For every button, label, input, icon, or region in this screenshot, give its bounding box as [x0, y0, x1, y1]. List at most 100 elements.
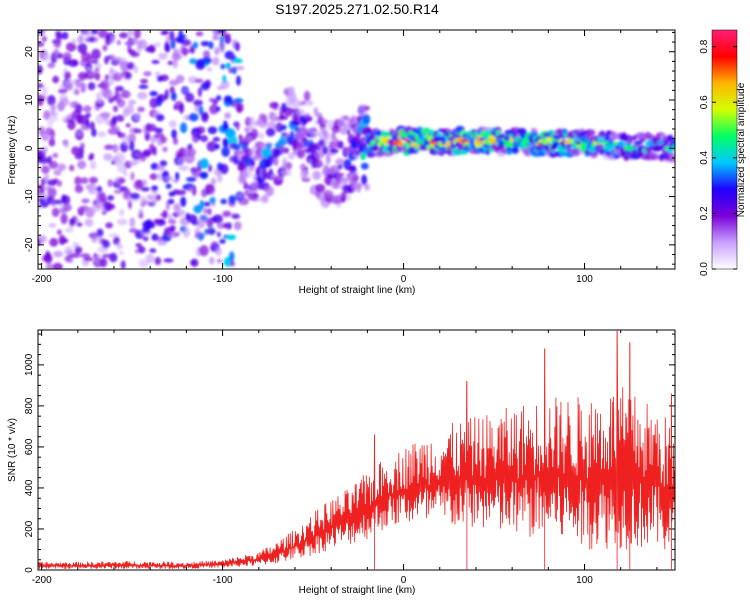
- heatmap-cell: [242, 168, 252, 179]
- heatmap-cell: [366, 151, 376, 158]
- heatmap-cell: [169, 225, 176, 232]
- heatmap-cell: [235, 42, 240, 52]
- heatmap-cell: [180, 122, 188, 134]
- heatmap-cell: [69, 218, 77, 225]
- heatmap-cell: [197, 87, 203, 98]
- snr-y-tick-label: 0: [24, 567, 35, 573]
- heatmap-cell: [43, 110, 51, 120]
- heatmap-cell: [53, 41, 62, 48]
- snr-y-axis: 0 200 400 600 800 1000: [24, 333, 675, 573]
- heatmap-cell: [198, 105, 204, 116]
- heatmap-cell: [116, 242, 123, 250]
- heatmap-cell: [220, 63, 226, 70]
- heatmap-x-axis: -200 -100 0 100: [32, 30, 658, 285]
- heatmap-cell: [85, 112, 92, 118]
- heatmap-cell: [137, 106, 146, 113]
- heatmap-cell: [232, 143, 241, 151]
- heatmap-cell: [85, 119, 90, 128]
- heatmap-cell: [336, 172, 345, 178]
- heatmap-cell: [234, 192, 246, 198]
- heatmap-cell: [346, 194, 351, 201]
- heatmap-cell: [192, 41, 199, 49]
- chart-title: S197.2025.271.02.50.R14: [275, 1, 439, 17]
- heatmap-cell: [47, 95, 56, 106]
- heatmap-cell: [80, 82, 87, 93]
- heatmap-cell: [105, 222, 113, 229]
- heatmap-cell: [151, 59, 160, 64]
- heatmap-cell: [135, 243, 142, 248]
- heatmap-cell: [192, 185, 197, 196]
- heatmap-cell: [235, 66, 245, 71]
- heatmap-x-axis-label: Height of straight line (km): [299, 285, 416, 296]
- heatmap-cell: [243, 181, 249, 190]
- heatmap-cell: [137, 91, 148, 100]
- heatmap-cell: [158, 52, 168, 60]
- heatmap-cell: [266, 143, 272, 149]
- heatmap-cell: [223, 95, 233, 104]
- heatmap-cell: [130, 192, 141, 200]
- heatmap-cell: [130, 51, 140, 58]
- heatmap-cell: [66, 250, 73, 256]
- heatmap-cell: [62, 203, 72, 212]
- heatmap-cell: [209, 104, 219, 114]
- heatmap-cell: [225, 62, 231, 70]
- heatmap-cell: [216, 258, 222, 264]
- heatmap-cell: [495, 130, 501, 136]
- heatmap-cell: [541, 139, 549, 145]
- heatmap-cell: [216, 222, 225, 229]
- heatmap-cell: [362, 114, 371, 125]
- heatmap-cell: [142, 179, 148, 187]
- heatmap-cell: [233, 58, 243, 64]
- heatmap-cell: [160, 136, 167, 144]
- heatmap-cell: [177, 34, 187, 39]
- heatmap-cell: [251, 182, 259, 193]
- heatmap-cell: [355, 182, 362, 193]
- heatmap-cell: [69, 164, 75, 172]
- colorbar-tick-label: 0.2: [699, 206, 710, 220]
- heatmap-cell: [182, 227, 191, 238]
- heatmap-cell: [311, 170, 322, 181]
- heatmap-cell: [235, 122, 240, 131]
- heatmap-cell: [207, 126, 218, 135]
- heatmap-cell: [671, 153, 675, 159]
- heatmap-cell: [52, 262, 63, 269]
- heatmap-cell: [94, 67, 100, 72]
- heatmap-cells: [38, 30, 675, 269]
- heatmap-cell: [102, 44, 108, 52]
- heatmap-cell: [206, 184, 216, 195]
- heatmap-cell: [327, 132, 332, 141]
- heatmap-cell: [118, 250, 124, 255]
- heatmap-cell: [590, 152, 598, 159]
- heatmap-cell: [361, 136, 367, 142]
- heatmap-cell: [215, 106, 221, 112]
- snr-y-tick-label: 600: [24, 438, 35, 455]
- heatmap-cell: [73, 88, 80, 96]
- heatmap-cell: [149, 173, 158, 181]
- heatmap-cell: [667, 134, 674, 143]
- heatmap-cell: [305, 115, 313, 122]
- heatmap-cell: [118, 178, 126, 184]
- heatmap-cell: [201, 57, 212, 64]
- snr-y-tick-label: 400: [24, 479, 35, 496]
- heatmap-cell: [185, 177, 197, 182]
- heatmap-cell: [178, 165, 189, 171]
- heatmap-cell: [39, 183, 45, 195]
- heatmap-cell: [180, 196, 187, 207]
- heatmap-cell: [63, 138, 70, 149]
- heatmap-cell: [123, 91, 132, 98]
- heatmap-cell: [224, 112, 232, 119]
- snr-series-line: [38, 330, 675, 570]
- heatmap-cell: [58, 88, 68, 94]
- heatmap-cell: [108, 97, 114, 104]
- heatmap-cell: [352, 181, 357, 192]
- heatmap-cell: [106, 203, 116, 210]
- heatmap-cell: [210, 177, 216, 186]
- heatmap-cell: [59, 98, 70, 106]
- heatmap-cell: [190, 258, 199, 267]
- heatmap-cell: [250, 128, 259, 140]
- heatmap-x-tick-label: -200: [32, 274, 52, 285]
- heatmap-cell: [185, 183, 194, 189]
- heatmap-cell: [364, 183, 370, 191]
- heatmap-cell: [97, 131, 107, 138]
